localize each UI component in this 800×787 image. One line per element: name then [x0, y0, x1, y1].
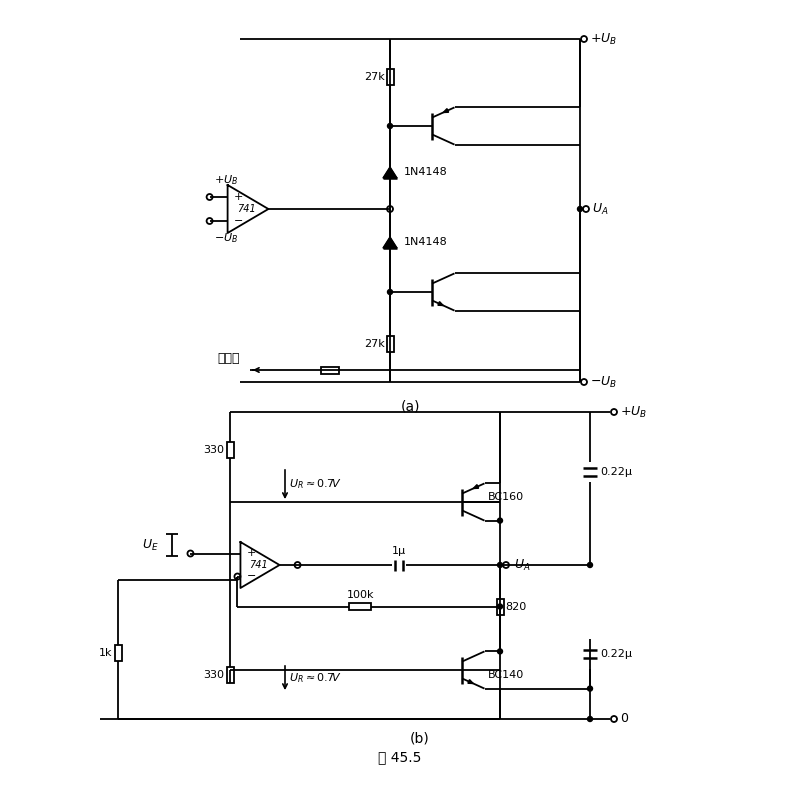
Polygon shape	[383, 167, 397, 178]
Polygon shape	[443, 109, 449, 113]
Circle shape	[587, 686, 593, 691]
Text: 0.22μ: 0.22μ	[600, 467, 632, 477]
Text: $U_E$: $U_E$	[142, 538, 158, 553]
Text: 27k: 27k	[364, 339, 385, 349]
Circle shape	[587, 716, 593, 722]
Text: $+U_B$: $+U_B$	[590, 31, 617, 46]
Text: $U_R\approx0.7V$: $U_R\approx0.7V$	[289, 671, 342, 685]
Polygon shape	[438, 301, 443, 305]
Bar	[114, 645, 122, 661]
Circle shape	[498, 518, 502, 523]
Text: 0: 0	[620, 712, 628, 726]
Text: 负反馈: 负反馈	[218, 352, 240, 365]
Text: (a): (a)	[400, 400, 420, 414]
Text: 330: 330	[203, 445, 225, 455]
Bar	[350, 603, 371, 610]
Text: (b): (b)	[410, 731, 430, 745]
Bar	[226, 667, 234, 683]
Text: 27k: 27k	[364, 72, 385, 82]
Bar	[497, 599, 503, 615]
Text: +: +	[234, 192, 243, 202]
Circle shape	[498, 604, 502, 609]
Text: 图 45.5: 图 45.5	[378, 750, 422, 764]
Polygon shape	[383, 237, 397, 248]
Text: BC140: BC140	[487, 670, 524, 680]
Circle shape	[387, 290, 393, 294]
Text: 1N4148: 1N4148	[404, 167, 448, 177]
Text: BC160: BC160	[487, 492, 524, 502]
Text: 820: 820	[506, 602, 526, 612]
Text: $U_A$: $U_A$	[514, 557, 530, 573]
Text: $-U_B$: $-U_B$	[590, 375, 617, 390]
Text: $+U_B$: $+U_B$	[214, 173, 238, 187]
Circle shape	[498, 563, 502, 567]
Polygon shape	[468, 680, 474, 683]
Text: 100k: 100k	[346, 590, 374, 600]
Text: $-U_B$: $-U_B$	[214, 231, 238, 245]
Bar	[226, 442, 234, 458]
Text: 1N4148: 1N4148	[404, 237, 448, 247]
Text: $U_A$: $U_A$	[592, 201, 609, 216]
Polygon shape	[474, 485, 478, 489]
Text: 0.22μ: 0.22μ	[600, 649, 632, 659]
Text: −: −	[246, 571, 256, 582]
Circle shape	[587, 563, 593, 567]
Text: 1k: 1k	[99, 648, 113, 658]
Text: +: +	[246, 549, 256, 559]
Text: $U_R\approx0.7V$: $U_R\approx0.7V$	[289, 477, 342, 491]
Text: 741: 741	[237, 204, 255, 214]
Text: −: −	[234, 216, 243, 226]
Text: $+U_B$: $+U_B$	[620, 405, 647, 419]
Text: 330: 330	[203, 670, 225, 680]
Bar	[321, 367, 339, 374]
Circle shape	[387, 124, 393, 128]
Bar	[386, 69, 394, 85]
Text: 1μ: 1μ	[392, 546, 406, 556]
Circle shape	[498, 649, 502, 654]
Text: 741: 741	[249, 560, 267, 570]
Circle shape	[578, 206, 582, 212]
Bar	[386, 336, 394, 352]
